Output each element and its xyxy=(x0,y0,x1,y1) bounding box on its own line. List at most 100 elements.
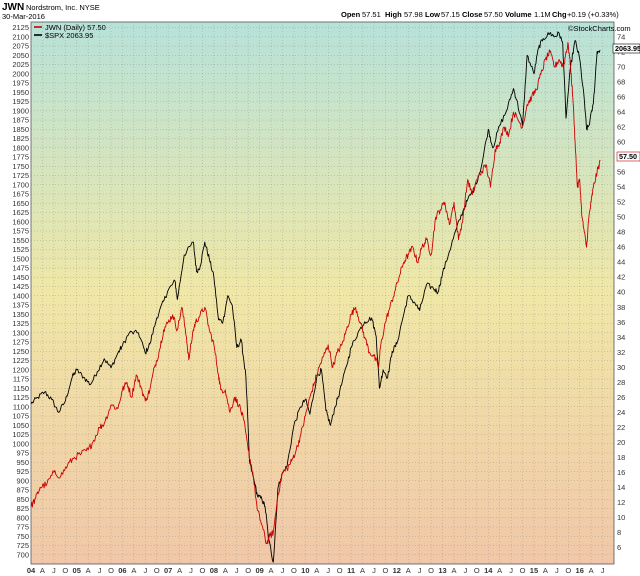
open-value: 57.51 xyxy=(362,10,381,19)
right-tick-label: 52 xyxy=(617,198,625,207)
right-tick-label: 64 xyxy=(617,108,625,117)
x-tick-label: A xyxy=(360,566,365,575)
x-tick-label: O xyxy=(337,566,343,575)
x-tick-label: 12 xyxy=(393,566,401,575)
x-tick-label: A xyxy=(177,566,182,575)
left-tick-label: 2050 xyxy=(12,51,29,60)
legend: JWN (Daily) 57.50 $SPX 2063.95 xyxy=(34,23,106,40)
left-tick-label: 1250 xyxy=(12,347,29,356)
series-layer xyxy=(30,31,601,563)
left-tick-label: 1350 xyxy=(12,310,29,319)
left-tick-label: 1475 xyxy=(12,264,29,273)
left-tick-label: 850 xyxy=(16,495,29,504)
x-tick-label: J xyxy=(281,566,285,575)
left-tick-label: 725 xyxy=(16,541,29,550)
jwn-last-value: 57.50 xyxy=(619,152,637,161)
right-tick-label: 32 xyxy=(617,348,625,357)
left-tick-label: 875 xyxy=(16,486,29,495)
left-tick-label: 1000 xyxy=(12,439,29,448)
right-tick-label: 60 xyxy=(617,138,625,147)
right-tick-label: 24 xyxy=(617,408,625,417)
left-tick-label: 1325 xyxy=(12,319,29,328)
x-tick-label: 15 xyxy=(530,566,538,575)
right-tick-label: 14 xyxy=(617,483,625,492)
chg-value: +0.19 (+0.33%) xyxy=(567,10,619,19)
legend-spx-label: $SPX 2063.95 xyxy=(45,31,93,40)
x-tick-label: J xyxy=(555,566,559,575)
x-tick-label: A xyxy=(589,566,594,575)
x-tick-label: J xyxy=(143,566,147,575)
left-tick-label: 1050 xyxy=(12,421,29,430)
x-tick-label: 14 xyxy=(484,566,493,575)
right-tick-label: 6 xyxy=(617,543,621,552)
right-tick-label: 30 xyxy=(617,363,625,372)
high-label: High xyxy=(385,10,402,19)
x-tick-label: 10 xyxy=(301,566,309,575)
left-tick-label: 1550 xyxy=(12,236,29,245)
x-tick-label: A xyxy=(269,566,274,575)
volume-label: Volume xyxy=(505,10,532,19)
right-tick-label: 48 xyxy=(617,228,625,237)
x-tick-label: J xyxy=(326,566,330,575)
left-tick-label: 1875 xyxy=(12,116,29,125)
x-tick-label: O xyxy=(200,566,206,575)
left-tick-label: 1400 xyxy=(12,291,29,300)
spx-last-value: 2063.95 xyxy=(615,44,640,53)
jwn-last-value-marker: 57.50 xyxy=(616,151,640,162)
right-tick-label: 62 xyxy=(617,123,625,132)
left-tick-label: 1575 xyxy=(12,227,29,236)
legend-jwn-label: JWN (Daily) 57.50 xyxy=(45,23,106,32)
x-tick-label: O xyxy=(428,566,434,575)
left-tick-label: 2025 xyxy=(12,60,29,69)
left-tick-label: 1025 xyxy=(12,430,29,439)
left-tick-label: 1300 xyxy=(12,328,29,337)
left-axis: 7007257507758008258508759009259509751000… xyxy=(12,23,29,559)
x-tick-label: A xyxy=(543,566,548,575)
high-value: 57.98 xyxy=(404,10,423,19)
x-tick-label: A xyxy=(406,566,411,575)
left-tick-label: 1275 xyxy=(12,338,29,347)
open-label: Open xyxy=(341,10,361,19)
left-tick-label: 1225 xyxy=(12,356,29,365)
x-tick-label: J xyxy=(418,566,422,575)
right-tick-label: 68 xyxy=(617,78,625,87)
right-tick-label: 34 xyxy=(617,333,625,342)
x-tick-label: O xyxy=(154,566,160,575)
company-name: Nordstrom, Inc. NYSE xyxy=(26,3,100,12)
right-tick-label: 44 xyxy=(617,258,625,267)
right-tick-label: 70 xyxy=(617,63,625,72)
left-tick-label: 750 xyxy=(16,532,29,541)
x-tick-label: 07 xyxy=(164,566,172,575)
left-tick-label: 2075 xyxy=(12,42,29,51)
x-tick-label: J xyxy=(509,566,513,575)
left-tick-label: 1700 xyxy=(12,180,29,189)
left-tick-label: 1900 xyxy=(12,106,29,115)
volume-value: 1.1M xyxy=(534,10,551,19)
right-tick-label: 8 xyxy=(617,528,621,537)
left-tick-label: 1100 xyxy=(13,402,29,411)
right-tick-label: 66 xyxy=(617,93,625,102)
left-tick-label: 825 xyxy=(16,504,29,513)
x-tick-label: A xyxy=(131,566,136,575)
date-label: 30-Mar-2016 xyxy=(2,12,45,21)
left-tick-label: 1650 xyxy=(12,199,29,208)
x-tick-label: A xyxy=(40,566,45,575)
left-tick-label: 1075 xyxy=(12,412,29,421)
spx-line xyxy=(30,31,601,563)
left-tick-label: 1675 xyxy=(12,190,29,199)
left-tick-label: 1850 xyxy=(12,125,29,134)
right-axis: 6810121416182022242628303234363840424446… xyxy=(617,33,625,552)
x-tick-label: O xyxy=(474,566,480,575)
right-tick-label: 20 xyxy=(617,438,625,447)
left-tick-label: 1625 xyxy=(12,208,29,217)
left-tick-label: 1375 xyxy=(12,301,29,310)
symbol: JWN xyxy=(2,2,24,13)
jwn-line xyxy=(30,42,601,545)
x-tick-label: O xyxy=(565,566,571,575)
right-tick-label: 12 xyxy=(617,498,625,507)
left-tick-label: 1750 xyxy=(12,162,29,171)
x-tick-label: J xyxy=(601,566,605,575)
x-tick-label: 09 xyxy=(255,566,263,575)
x-tick-label: 16 xyxy=(576,566,584,575)
right-tick-label: 28 xyxy=(617,378,625,387)
